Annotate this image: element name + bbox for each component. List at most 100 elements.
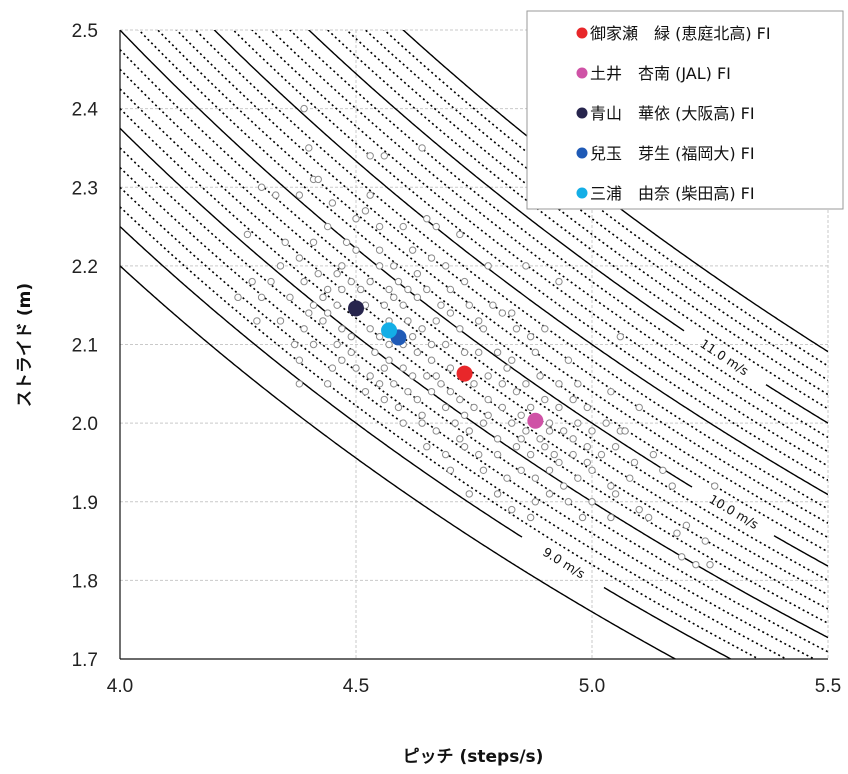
x-axis-title: ピッチ (steps/s) — [403, 747, 544, 767]
data-point — [338, 325, 346, 333]
data-point — [427, 387, 436, 396]
data-point — [621, 427, 629, 435]
data-point — [423, 215, 431, 223]
data-point — [498, 380, 507, 388]
data-point — [550, 450, 558, 459]
data-point — [404, 285, 412, 294]
data-point — [314, 270, 322, 278]
data-point — [371, 348, 379, 357]
data-point — [413, 395, 422, 404]
data-point — [555, 403, 563, 412]
data-point — [375, 246, 384, 254]
data-point — [470, 403, 478, 412]
data-point — [319, 293, 327, 302]
data-point — [286, 293, 294, 302]
legend: 御家瀬 緑 (恵庭北高) FI 土井 杏南 (JAL) FI 青山 華依 (大阪高)… — [526, 10, 844, 210]
y-tick-label: 2.2 — [72, 257, 98, 278]
data-point — [460, 411, 469, 419]
data-point — [314, 175, 322, 184]
data-point — [602, 419, 610, 427]
legend-marker — [576, 107, 588, 119]
data-point — [673, 529, 681, 537]
data-point — [611, 490, 620, 498]
legend-label: 三浦 由奈 (柴田高) FI — [590, 184, 755, 203]
data-point — [375, 380, 384, 388]
iso-speed-curve-dotted — [120, 147, 828, 653]
legend-marker — [576, 147, 588, 159]
data-point — [564, 356, 573, 364]
data-point — [531, 348, 540, 357]
data-point — [333, 301, 341, 309]
data-point — [323, 285, 332, 294]
y-tick-label: 2.1 — [72, 336, 98, 357]
legend-label: 青山 華依 (大阪高) FI — [590, 104, 755, 123]
data-point — [470, 380, 478, 388]
data-point — [588, 498, 596, 506]
x-axis-ticks: 4.0 4.5 5.0 5.5 — [107, 676, 841, 697]
data-point — [408, 332, 417, 341]
data-point — [319, 317, 327, 325]
data-point — [267, 277, 275, 286]
data-point — [380, 301, 389, 309]
data-point — [366, 277, 374, 286]
data-point — [418, 144, 426, 152]
data-point — [635, 505, 643, 514]
iso-speed-curve-dotted — [383, 30, 828, 367]
data-point — [352, 215, 360, 223]
data-point — [276, 262, 285, 270]
data-point — [432, 427, 440, 435]
background-points — [234, 104, 719, 569]
data-point — [305, 144, 313, 152]
data-point — [446, 364, 455, 372]
data-point — [323, 380, 332, 388]
data-point — [517, 411, 525, 419]
data-point — [559, 482, 568, 490]
data-point — [692, 560, 700, 569]
data-point — [323, 309, 332, 317]
data-point — [338, 285, 346, 294]
data-point — [607, 387, 615, 396]
data-point — [366, 325, 374, 333]
data-point — [536, 372, 544, 380]
data-point — [385, 340, 393, 349]
data-point — [607, 482, 615, 490]
y-tick-label: 2.0 — [72, 414, 98, 435]
x-tick-label: 4.0 — [107, 676, 133, 697]
data-point — [427, 254, 436, 262]
data-point — [276, 317, 285, 325]
data-point — [380, 395, 389, 404]
data-point — [583, 458, 591, 467]
data-point — [711, 482, 719, 490]
data-point — [408, 372, 417, 380]
iso-speed-curve-dotted — [120, 167, 816, 659]
data-point — [635, 403, 643, 412]
iso-speed-curve-solid — [120, 127, 828, 639]
legend-label: 土井 杏南 (JAL) FI — [590, 64, 731, 83]
data-point — [668, 482, 676, 490]
data-point — [578, 513, 587, 522]
data-point — [413, 270, 422, 278]
plot-frame — [119, 30, 828, 660]
data-point — [512, 325, 521, 333]
data-point — [441, 340, 450, 349]
data-point — [456, 230, 464, 239]
data-point — [257, 183, 266, 191]
data-point — [541, 325, 549, 333]
data-point — [456, 435, 464, 443]
data-point — [300, 325, 308, 333]
data-point — [531, 474, 540, 482]
data-point — [427, 356, 436, 364]
x-tick-label: 5.5 — [815, 676, 841, 697]
data-point — [479, 419, 488, 427]
data-point — [357, 285, 365, 294]
highlight-point — [456, 365, 473, 382]
data-point — [706, 560, 714, 569]
data-point — [290, 340, 299, 349]
data-point — [347, 332, 355, 341]
data-point — [682, 521, 691, 530]
data-point — [366, 372, 374, 380]
data-point — [508, 309, 516, 317]
data-point — [300, 104, 308, 113]
data-point — [536, 435, 544, 443]
